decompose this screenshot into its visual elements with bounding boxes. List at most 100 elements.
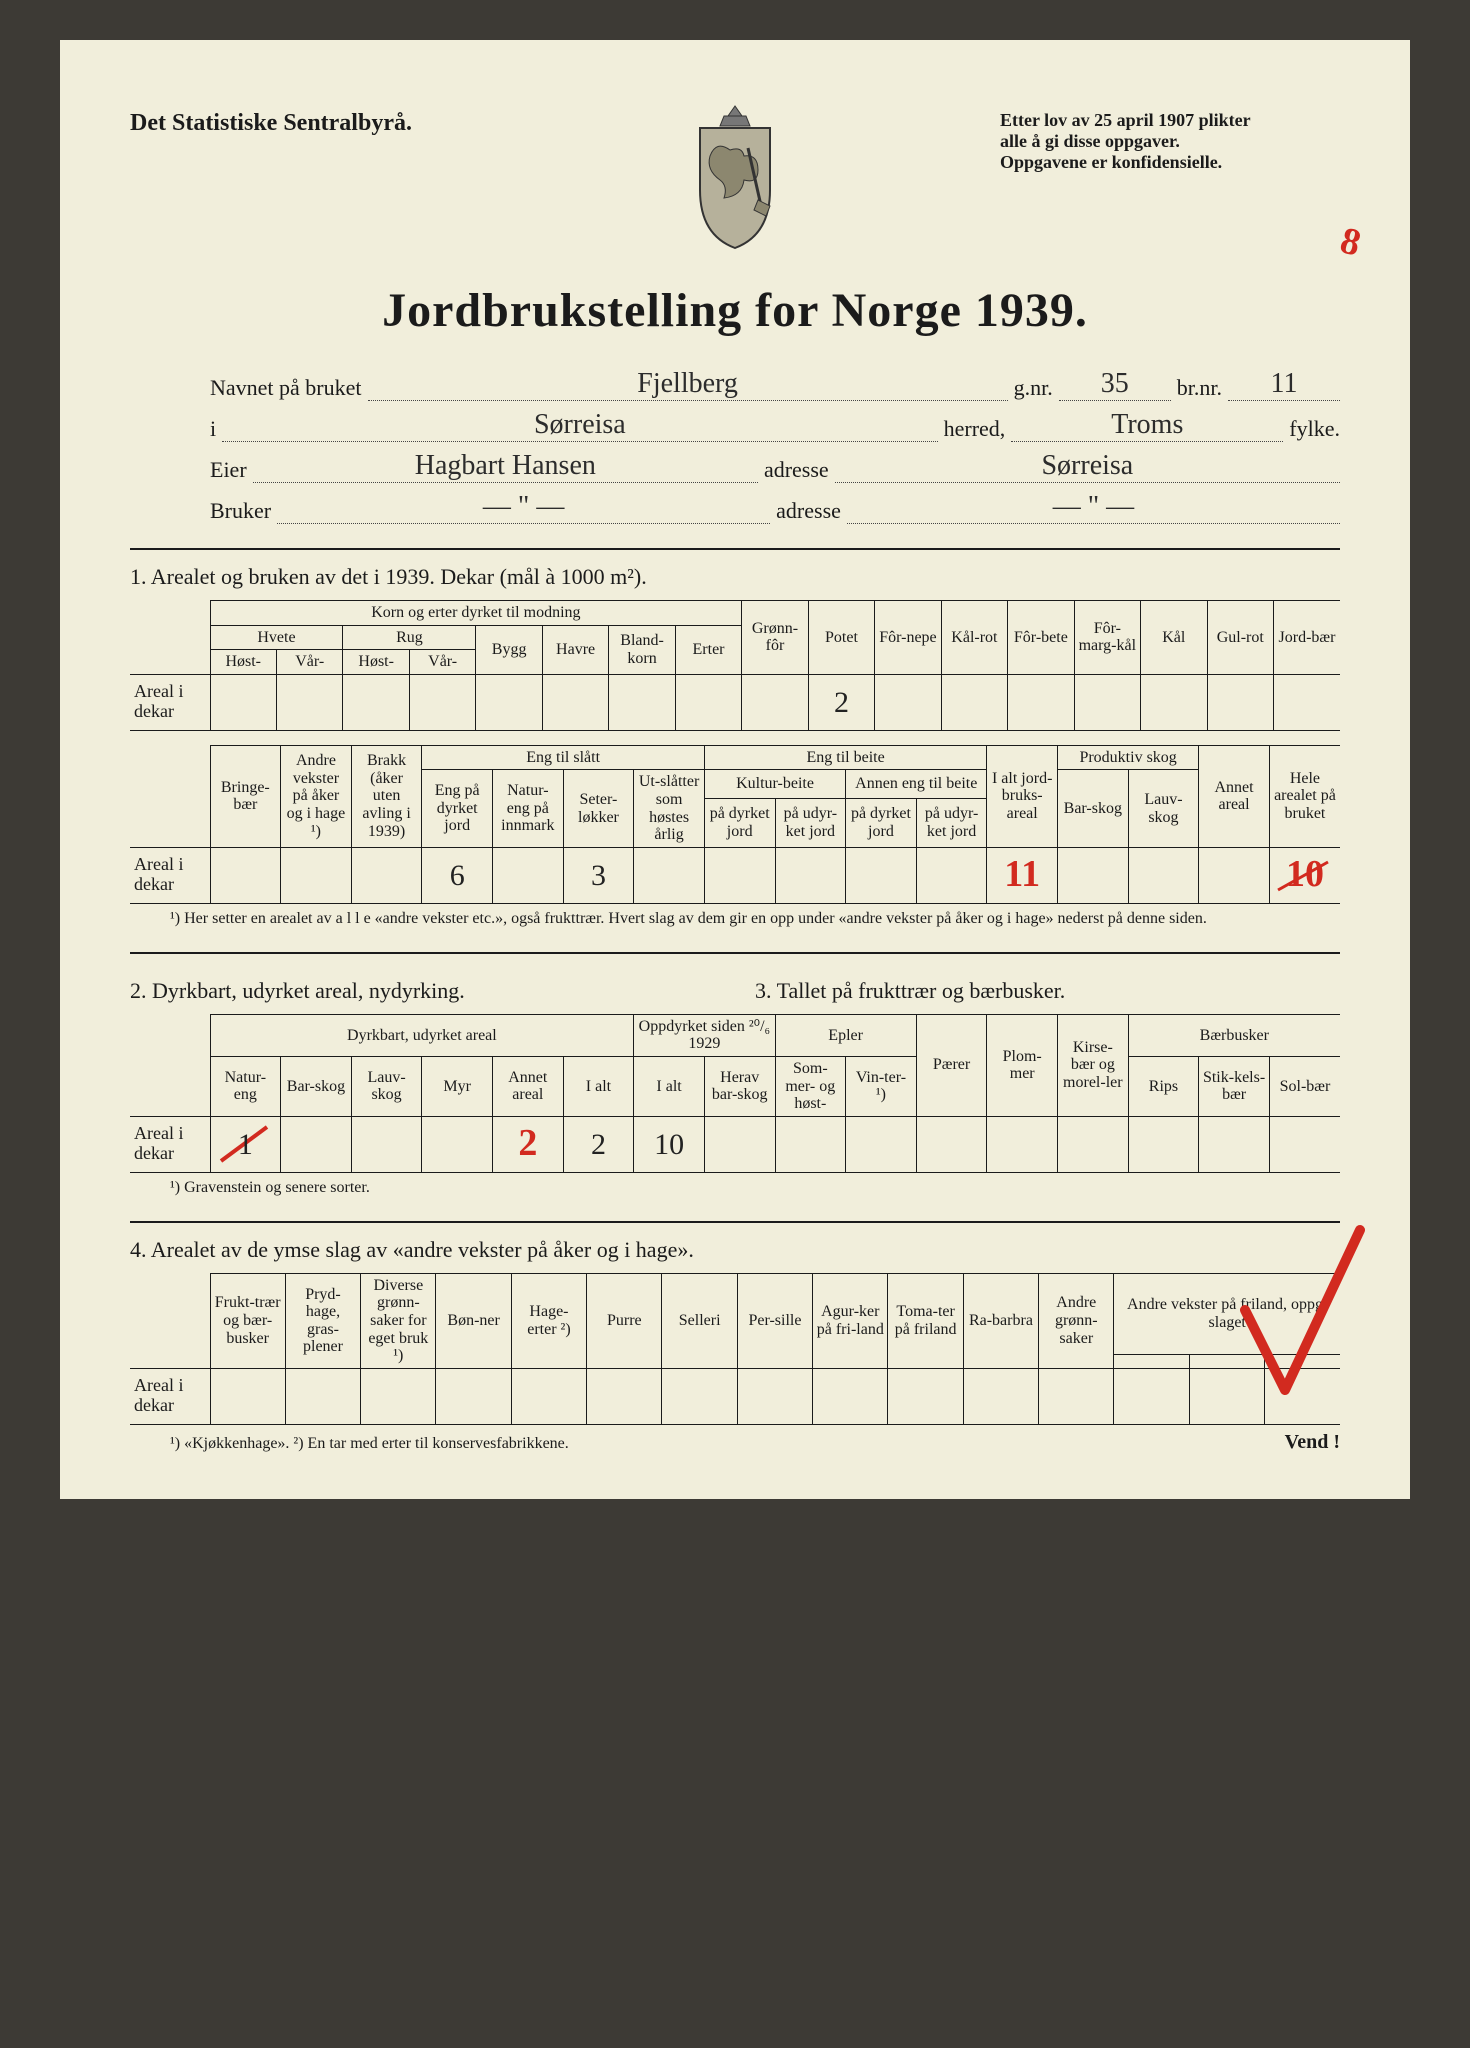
coat-of-arms-icon <box>680 100 790 255</box>
section2-title: 2. Dyrkbart, udyrket areal, nydyrking. <box>130 978 715 1004</box>
col: Gul-rot <box>1207 601 1273 675</box>
col: Lauv-skog <box>1128 770 1199 847</box>
col: Produktiv skog <box>1058 745 1199 770</box>
label: i <box>210 416 216 442</box>
col: Annet areal <box>493 1056 564 1116</box>
col: Høst- <box>210 650 276 675</box>
col: Andre vekster på åker og i hage ¹) <box>281 745 352 847</box>
col: Annet areal <box>1199 745 1270 847</box>
cell: 6 <box>422 847 493 903</box>
col: Sol-bær <box>1269 1056 1340 1116</box>
col: Eng på dyrket jord <box>422 770 493 847</box>
col: Pryd-hage, gras-plener <box>285 1273 360 1368</box>
label: g.nr. <box>1014 375 1053 401</box>
col: på udyr-ket jord <box>775 798 846 847</box>
value: 35 <box>1059 368 1171 401</box>
col: Erter <box>675 625 741 674</box>
col: Fôr-nepe <box>875 601 941 675</box>
cell-value: 1 <box>238 1128 253 1161</box>
col: Kål-rot <box>941 601 1007 675</box>
value: Hagbart Hansen <box>253 450 758 483</box>
col: Hele arealet på bruket <box>1269 745 1340 847</box>
col: Potet <box>808 601 874 675</box>
value: 11 <box>1228 368 1340 401</box>
col: Agur-ker på fri-land <box>813 1273 888 1368</box>
col: Plom-mer <box>987 1014 1058 1116</box>
col: Selleri <box>662 1273 737 1368</box>
cell: 10 <box>1269 847 1340 903</box>
col: Natur-eng på innmark <box>493 770 564 847</box>
label: adresse <box>764 457 829 483</box>
col: I alt <box>563 1056 634 1116</box>
col: Purre <box>587 1273 662 1368</box>
col: Eng til slått <box>422 745 705 770</box>
label: Navnet på bruket <box>210 375 362 401</box>
cell: 11 <box>987 847 1058 903</box>
col: Hvete <box>210 625 343 650</box>
red-checkmark-icon <box>1230 1220 1370 1420</box>
col: Havre <box>542 625 608 674</box>
col: Som-mer- og høst- <box>775 1056 846 1116</box>
label: fylke. <box>1289 416 1340 442</box>
cell: 2 <box>493 1116 564 1172</box>
col: på udyr-ket jord <box>916 798 987 847</box>
col: I alt <box>634 1056 705 1116</box>
col: Oppdyrket siden ²⁰/₆ 1929 <box>634 1014 775 1056</box>
value: — " — <box>277 491 770 524</box>
divider <box>130 548 1340 550</box>
section1-table-b: Bringe-bær Andre vekster på åker og i ha… <box>130 745 1340 904</box>
col: Rips <box>1128 1056 1199 1116</box>
col: Stik-kels-bær <box>1199 1056 1270 1116</box>
col: Vin-ter- ¹) <box>846 1056 917 1116</box>
col: Herav bar-skog <box>704 1056 775 1116</box>
label: br.nr. <box>1177 375 1222 401</box>
col: Kirse-bær og morel-ler <box>1058 1014 1129 1116</box>
col: Bland-korn <box>609 625 675 674</box>
col: Fôr-marg-kål <box>1074 601 1140 675</box>
col: Natur-eng <box>210 1056 281 1116</box>
main-title: Jordbrukstelling for Norge 1939. <box>130 283 1340 338</box>
value: Troms <box>1011 409 1283 442</box>
section1-title: 1. Arealet og bruken av det i 1939. Deka… <box>130 564 1340 590</box>
col: Seter-løkker <box>563 770 634 847</box>
col: Brakk (åker uten avling i 1939) <box>351 745 422 847</box>
col: Per-sille <box>737 1273 812 1368</box>
col: Vår- <box>409 650 475 675</box>
col: Fôr-bete <box>1008 601 1074 675</box>
col: Bøn-ner <box>436 1273 511 1368</box>
col: Kål <box>1141 601 1207 675</box>
col: Bar-skog <box>1058 770 1129 847</box>
col: Bringe-bær <box>210 745 281 847</box>
col: Epler <box>775 1014 916 1056</box>
col: Bar-skog <box>281 1056 352 1116</box>
col: Rug <box>343 625 476 650</box>
col: Ut-slåtter som høstes årlig <box>634 770 705 847</box>
label: adresse <box>776 498 841 524</box>
col: Vår- <box>276 650 342 675</box>
cell: 3 <box>563 847 634 903</box>
agency-name: Det Statistiske Sentralbyrå. <box>130 110 412 137</box>
sections-2-3: 2. Dyrkbart, udyrket areal, nydyrking. 3… <box>130 964 1340 1014</box>
section1-table-a: Korn og erter dyrket til modning Grønn-f… <box>130 600 1340 731</box>
field-eier: Eier Hagbart Hansen adresse Sørreisa <box>210 450 1340 483</box>
section2-footnote: ¹) Gravenstein og senere sorter. <box>170 1179 1340 1197</box>
section4-footnote: ¹) «Kjøkkenhage». ²) En tar med erter ti… <box>170 1435 569 1453</box>
value: Sørreisa <box>835 450 1340 483</box>
cell-potet: 2 <box>808 674 874 730</box>
section4-table: Frukt-trær og bær-busker Pryd-hage, gras… <box>130 1273 1340 1425</box>
label: Eier <box>210 457 247 483</box>
field-navnet: Navnet på bruket Fjellberg g.nr. 35 br.n… <box>210 368 1340 401</box>
section2-3-table: Dyrkbart, udyrket areal Oppdyrket siden … <box>130 1014 1340 1173</box>
cell: 1 <box>210 1116 281 1172</box>
col: Hage-erter ²) <box>511 1273 586 1368</box>
col: Kultur-beite <box>704 770 845 798</box>
field-bruker: Bruker — " — adresse — " — <box>210 491 1340 524</box>
divider <box>130 952 1340 954</box>
col: Frukt-trær og bær-busker <box>210 1273 285 1368</box>
section4-title: 4. Arealet av de ymse slag av «andre vek… <box>130 1237 1340 1263</box>
section1-footnote: ¹) Her setter en arealet av a l l e «and… <box>170 910 1340 928</box>
col: Lauv-skog <box>351 1056 422 1116</box>
label: Bruker <box>210 498 271 524</box>
col: I alt jord-bruks-areal <box>987 745 1058 847</box>
legal-line: Oppgavene er konfidensielle. <box>1000 152 1340 173</box>
